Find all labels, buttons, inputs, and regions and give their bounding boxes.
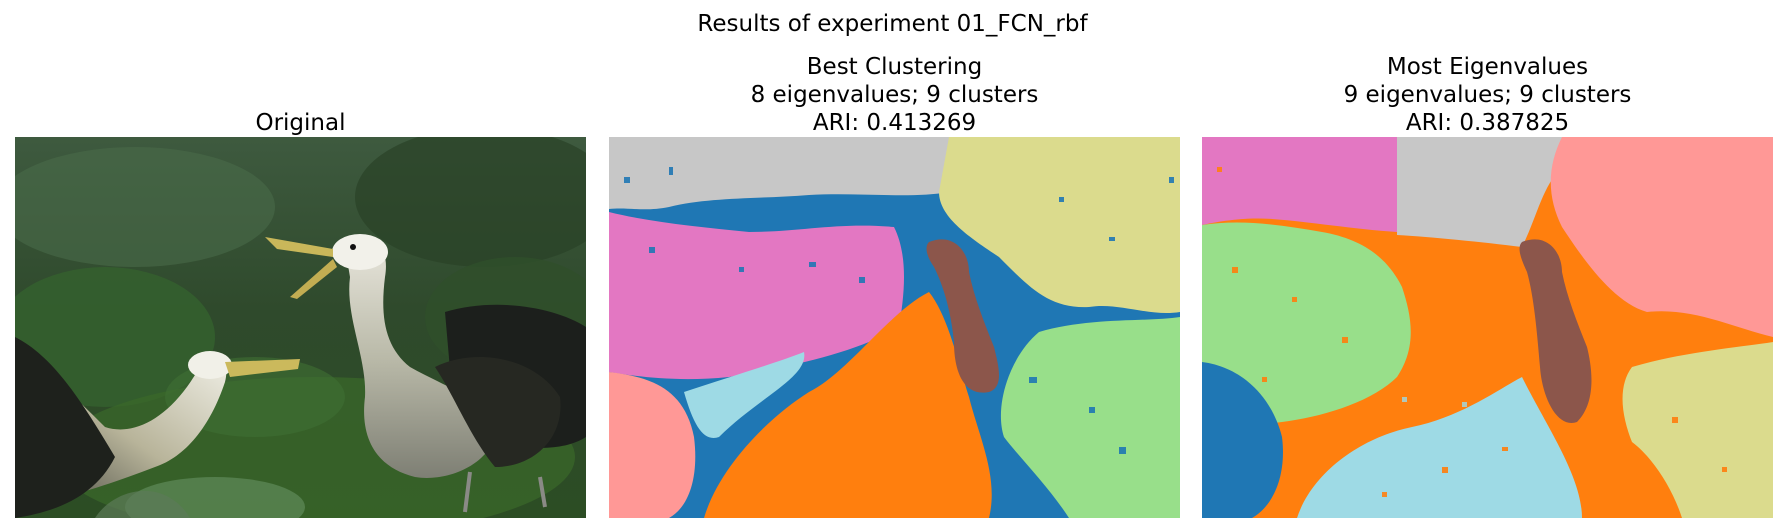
panel-best-clustering: Best Clustering 8 eigenvalues; 9 cluster…	[609, 0, 1180, 532]
panel-ari-line: ARI: 0.387825	[1405, 110, 1570, 136]
panel-most-eigenvalues: Most Eigenvalues 9 eigenvalues; 9 cluste…	[1202, 0, 1773, 532]
panel-title: Best Clustering 8 eigenvalues; 9 cluster…	[609, 53, 1180, 137]
segmentation-map-best	[609, 137, 1180, 518]
panel-title-line: Best Clustering	[806, 54, 983, 80]
segmentation-map-most-eigenvalues	[1202, 137, 1773, 518]
panel-title: Most Eigenvalues 9 eigenvalues; 9 cluste…	[1202, 53, 1773, 137]
panel-subtitle-line: 9 eigenvalues; 9 clusters	[1343, 82, 1632, 108]
panel-title: Original	[15, 109, 586, 137]
original-photo	[15, 137, 586, 518]
panel-ari-line: ARI: 0.413269	[812, 110, 977, 136]
figure-suptitle: Results of experiment 01_FCN_rbf	[697, 11, 1088, 37]
panel-title-line: Original	[255, 110, 346, 136]
panel-subtitle-line: 8 eigenvalues; 9 clusters	[750, 82, 1039, 108]
panel-title-line: Most Eigenvalues	[1386, 54, 1589, 80]
panel-original: Original	[15, 0, 586, 532]
